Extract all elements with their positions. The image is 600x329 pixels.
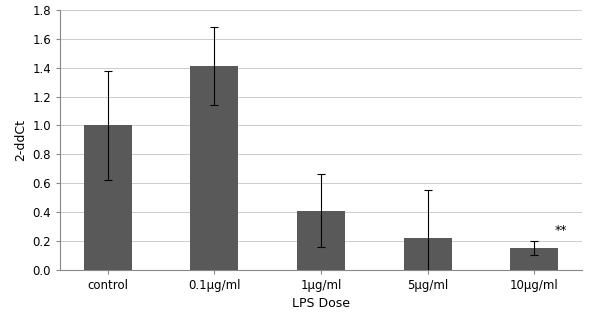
- Bar: [297, 211, 345, 270]
- Text: **: **: [554, 224, 567, 237]
- Bar: [510, 248, 558, 270]
- Bar: [404, 238, 452, 270]
- Bar: [190, 66, 238, 270]
- Y-axis label: 2-ddCt: 2-ddCt: [14, 119, 26, 161]
- X-axis label: LPS Dose: LPS Dose: [292, 297, 350, 310]
- Bar: [84, 125, 132, 270]
